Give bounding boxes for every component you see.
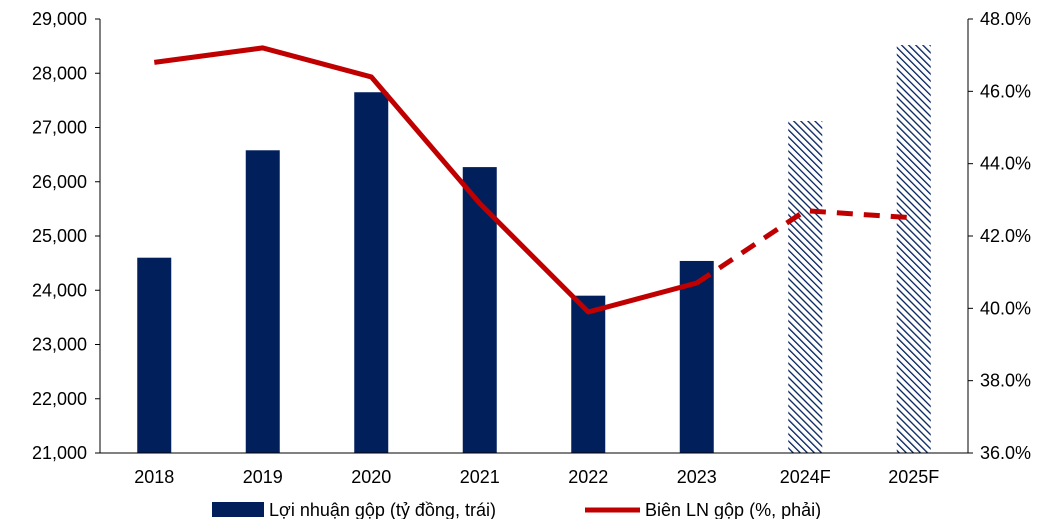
axes (99, 19, 969, 454)
legend: Lợi nhuận gộp (tỷ đồng, trái) Biên LN gộp… (212, 500, 821, 519)
left-tick-label: 23,000 (32, 335, 87, 355)
forecast-bar (788, 120, 823, 454)
x-tick-label: 2018 (134, 467, 174, 487)
right-tick-label: 36.0% (980, 443, 1031, 463)
x-tick-label: 2025F (888, 467, 939, 487)
margin-line-actual (153, 45, 698, 315)
left-tick-label: 27,000 (32, 118, 87, 138)
forecast-bar (896, 45, 931, 453)
legend-line-label: Biên LN gộp (%, phải) (645, 500, 821, 519)
x-tick-label: 2021 (460, 467, 500, 487)
bar (571, 295, 606, 453)
x-tick-label: 2022 (568, 467, 608, 487)
bar (245, 150, 280, 453)
right-tick-label: 38.0% (980, 371, 1031, 391)
bar-series (137, 45, 931, 454)
right-tick-label: 42.0% (980, 226, 1031, 246)
bar (354, 92, 389, 454)
x-tick-label: 2020 (351, 467, 391, 487)
bar (137, 257, 172, 453)
right-axis-ticks: 36.0% 38.0% 40.0% 42.0% 44.0% 46.0% 48.0% (968, 9, 1031, 463)
bar (679, 260, 714, 453)
left-tick-label: 28,000 (32, 63, 87, 83)
left-axis-ticks: 21,000 22,000 23,000 24,000 25,000 26,000 27,0… (32, 9, 100, 463)
right-tick-label: 46.0% (980, 81, 1031, 101)
legend-bar-swatch (212, 502, 264, 517)
left-tick-label: 29,000 (32, 9, 87, 29)
left-tick-label: 25,000 (32, 226, 87, 246)
left-tick-label: 22,000 (32, 389, 87, 409)
bar (462, 167, 497, 454)
left-tick-label: 24,000 (32, 280, 87, 300)
margin-line-forecast (695, 208, 914, 286)
x-axis-ticks: 2018 2019 2020 2021 2022 2023 2024F 2025F (134, 467, 939, 487)
line-series (153, 45, 914, 315)
x-tick-label: 2024F (780, 467, 831, 487)
right-tick-label: 40.0% (980, 298, 1031, 318)
legend-bar-label: Lợi nhuận gộp (tỷ đồng, trái) (269, 500, 496, 519)
right-tick-label: 48.0% (980, 9, 1031, 29)
right-tick-label: 44.0% (980, 154, 1031, 174)
left-tick-label: 21,000 (32, 443, 87, 463)
x-tick-label: 2019 (243, 467, 283, 487)
left-tick-label: 26,000 (32, 172, 87, 192)
x-tick-label: 2023 (677, 467, 717, 487)
